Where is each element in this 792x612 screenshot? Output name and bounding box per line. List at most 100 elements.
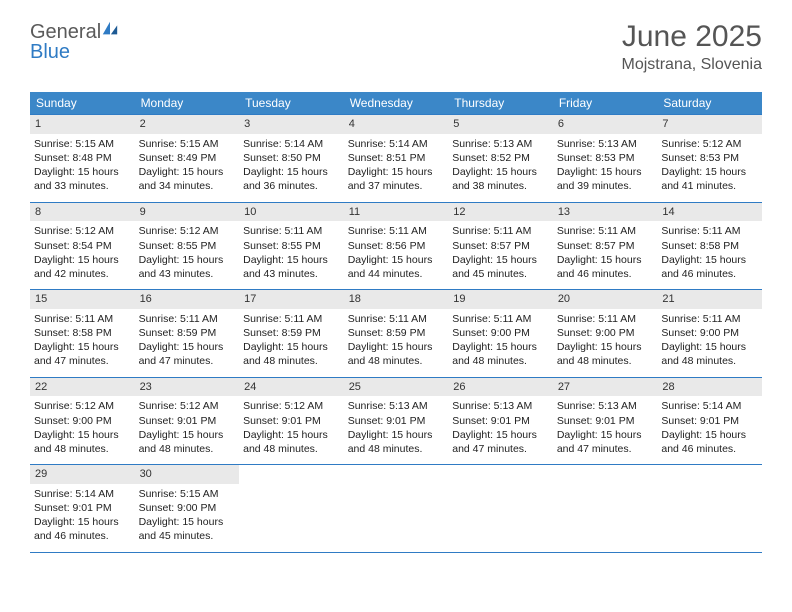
weekday-header: Tuesday — [239, 92, 344, 115]
weekday-header: Friday — [553, 92, 658, 115]
sunrise-text: Sunrise: 5:11 AM — [348, 224, 445, 238]
daylight-line1: Daylight: 15 hours — [661, 165, 758, 179]
sunrise-text: Sunrise: 5:15 AM — [139, 137, 236, 151]
day-number: 25 — [344, 378, 449, 397]
day-cell: 22Sunrise: 5:12 AMSunset: 9:00 PMDayligh… — [30, 377, 135, 465]
header: General Blue June 2025 Mojstrana, Sloven… — [30, 20, 762, 74]
day-number: 12 — [448, 203, 553, 222]
day-cell: 1Sunrise: 5:15 AMSunset: 8:48 PMDaylight… — [30, 115, 135, 203]
sunrise-text: Sunrise: 5:14 AM — [34, 487, 131, 501]
day-cell: 9Sunrise: 5:12 AMSunset: 8:55 PMDaylight… — [135, 202, 240, 290]
day-cell: 8Sunrise: 5:12 AMSunset: 8:54 PMDaylight… — [30, 202, 135, 290]
daylight-line2: and 45 minutes. — [139, 529, 236, 543]
day-number: 24 — [239, 378, 344, 397]
daylight-line2: and 43 minutes. — [139, 267, 236, 281]
daylight-line1: Daylight: 15 hours — [661, 340, 758, 354]
day-cell: 2 Sunrise: 5:15 AMSunset: 8:49 PMDaylight… — [135, 115, 240, 203]
daylight-line1: Daylight: 15 hours — [34, 253, 131, 267]
weekday-header: Monday — [135, 92, 240, 115]
sunset-text: Sunset: 8:51 PM — [348, 151, 445, 165]
daylight-line2: and 43 minutes. — [243, 267, 340, 281]
daylight-line1: Daylight: 15 hours — [557, 428, 654, 442]
logo-sail-icon — [101, 20, 119, 38]
sunrise-text: Sunrise: 5:13 AM — [557, 137, 654, 151]
daylight-line1: Daylight: 15 hours — [452, 428, 549, 442]
daylight-line2: and 48 minutes. — [348, 442, 445, 456]
sunrise-text: Sunrise: 5:11 AM — [243, 312, 340, 326]
sunrise-text: Sunrise: 5:12 AM — [243, 399, 340, 413]
daylight-line1: Daylight: 15 hours — [243, 428, 340, 442]
daylight-line1: Daylight: 15 hours — [243, 165, 340, 179]
sunset-text: Sunset: 9:00 PM — [557, 326, 654, 340]
sunset-text: Sunset: 8:57 PM — [452, 239, 549, 253]
daylight-line2: and 48 minutes. — [34, 442, 131, 456]
daylight-line1: Daylight: 15 hours — [452, 165, 549, 179]
daylight-line1: Daylight: 15 hours — [139, 428, 236, 442]
day-number: 17 — [239, 290, 344, 309]
daylight-line1: Daylight: 15 hours — [348, 340, 445, 354]
sunrise-text: Sunrise: 5:11 AM — [557, 312, 654, 326]
weekday-header-row: Sunday Monday Tuesday Wednesday Thursday… — [30, 92, 762, 115]
daylight-line2: and 34 minutes. — [139, 179, 236, 193]
week-row: 8Sunrise: 5:12 AMSunset: 8:54 PMDaylight… — [30, 202, 762, 290]
daylight-line1: Daylight: 15 hours — [139, 165, 236, 179]
sunrise-text: Sunrise: 5:11 AM — [661, 224, 758, 238]
daylight-line2: and 48 minutes. — [557, 354, 654, 368]
sunrise-text: Sunrise: 5:14 AM — [661, 399, 758, 413]
logo: General Blue — [30, 20, 119, 62]
day-number: 4 — [344, 115, 449, 134]
daylight-line1: Daylight: 15 hours — [139, 340, 236, 354]
daylight-line2: and 46 minutes. — [34, 529, 131, 543]
day-number: 2 — [135, 115, 240, 134]
day-number: 16 — [135, 290, 240, 309]
sunrise-text: Sunrise: 5:12 AM — [139, 224, 236, 238]
sunset-text: Sunset: 8:58 PM — [661, 239, 758, 253]
sunset-text: Sunset: 8:54 PM — [34, 239, 131, 253]
sunrise-text: Sunrise: 5:11 AM — [452, 312, 549, 326]
day-number: 5 — [448, 115, 553, 134]
daylight-line1: Daylight: 15 hours — [139, 253, 236, 267]
day-number: 23 — [135, 378, 240, 397]
daylight-line1: Daylight: 15 hours — [557, 253, 654, 267]
sunrise-text: Sunrise: 5:13 AM — [452, 137, 549, 151]
sunset-text: Sunset: 8:56 PM — [348, 239, 445, 253]
daylight-line2: and 37 minutes. — [348, 179, 445, 193]
day-cell: 14Sunrise: 5:11 AMSunset: 8:58 PMDayligh… — [657, 202, 762, 290]
sunset-text: Sunset: 9:01 PM — [34, 501, 131, 515]
daylight-line2: and 47 minutes. — [139, 354, 236, 368]
sunset-text: Sunset: 9:00 PM — [452, 326, 549, 340]
day-number: 18 — [344, 290, 449, 309]
daylight-line1: Daylight: 15 hours — [139, 515, 236, 529]
day-number: 20 — [553, 290, 658, 309]
day-number: 1 — [30, 115, 135, 134]
weekday-header: Saturday — [657, 92, 762, 115]
day-cell: 25Sunrise: 5:13 AMSunset: 9:01 PMDayligh… — [344, 377, 449, 465]
sunrise-text: Sunrise: 5:12 AM — [139, 399, 236, 413]
day-cell: 30Sunrise: 5:15 AMSunset: 9:00 PMDayligh… — [135, 465, 240, 553]
daylight-line1: Daylight: 15 hours — [34, 428, 131, 442]
daylight-line1: Daylight: 15 hours — [243, 340, 340, 354]
daylight-line2: and 46 minutes. — [557, 267, 654, 281]
sunset-text: Sunset: 8:55 PM — [139, 239, 236, 253]
day-cell: 27Sunrise: 5:13 AMSunset: 9:01 PMDayligh… — [553, 377, 658, 465]
sunrise-text: Sunrise: 5:11 AM — [452, 224, 549, 238]
daylight-line1: Daylight: 15 hours — [34, 165, 131, 179]
sunrise-text: Sunrise: 5:12 AM — [34, 399, 131, 413]
sunset-text: Sunset: 8:50 PM — [243, 151, 340, 165]
weekday-header: Wednesday — [344, 92, 449, 115]
daylight-line1: Daylight: 15 hours — [452, 340, 549, 354]
sunset-text: Sunset: 9:01 PM — [557, 414, 654, 428]
sunrise-text: Sunrise: 5:12 AM — [34, 224, 131, 238]
daylight-line2: and 47 minutes. — [557, 442, 654, 456]
sunset-text: Sunset: 9:00 PM — [661, 326, 758, 340]
daylight-line1: Daylight: 15 hours — [557, 340, 654, 354]
sunset-text: Sunset: 9:01 PM — [243, 414, 340, 428]
sunset-text: Sunset: 8:59 PM — [139, 326, 236, 340]
day-number: 22 — [30, 378, 135, 397]
sunset-text: Sunset: 9:00 PM — [139, 501, 236, 515]
daylight-line2: and 45 minutes. — [452, 267, 549, 281]
daylight-line1: Daylight: 15 hours — [243, 253, 340, 267]
day-cell: 13Sunrise: 5:11 AMSunset: 8:57 PMDayligh… — [553, 202, 658, 290]
day-cell: 11Sunrise: 5:11 AMSunset: 8:56 PMDayligh… — [344, 202, 449, 290]
sunset-text: Sunset: 8:49 PM — [139, 151, 236, 165]
